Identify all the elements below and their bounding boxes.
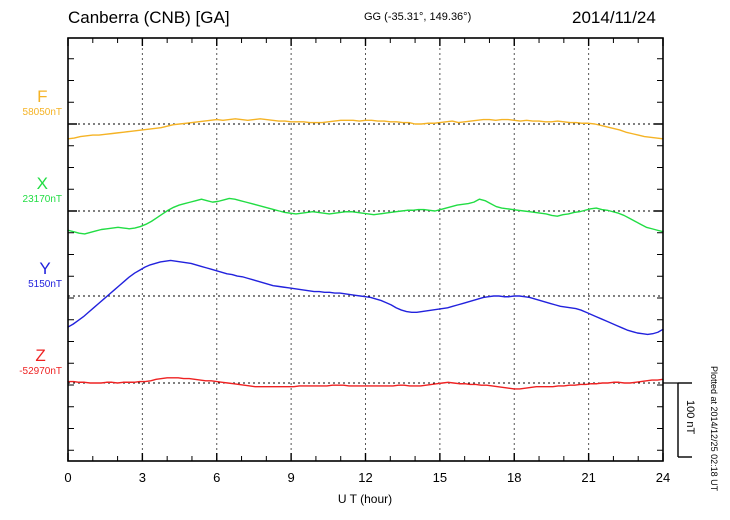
observation-date: 2014/11/24	[572, 8, 656, 27]
x-tick-label: 21	[581, 470, 596, 485]
x-tick-label: 0	[64, 470, 72, 485]
trace-y	[67, 259, 664, 336]
x-tick-label: 24	[655, 470, 671, 485]
x-tick-label: 9	[287, 470, 295, 485]
component-letter-z: Z	[35, 346, 46, 365]
scale-bar	[663, 382, 692, 458]
axis-label-z: Z -52970nT	[19, 347, 62, 378]
x-tick-label: 12	[358, 470, 373, 485]
x-tick-label: 3	[138, 470, 146, 485]
component-baseline-f: 58050nT	[22, 107, 62, 118]
component-letter-f: F	[37, 87, 48, 106]
trace-z	[67, 377, 664, 390]
component-baseline-x: 23170nT	[22, 194, 62, 205]
axis-label-x: X 23170nT	[23, 175, 62, 206]
x-axis-title: U T (hour)	[337, 492, 393, 506]
component-baseline-z: -52970nT	[19, 366, 62, 377]
scale-bar-label: 100 nT	[684, 400, 696, 435]
station-title: Canberra (CNB) [GA]	[68, 8, 230, 27]
geographic-coordinates: GG (-35.31°, 149.36°)	[364, 11, 472, 23]
trace-f	[67, 118, 664, 140]
component-letter-x: X	[36, 174, 48, 193]
trace-x	[67, 197, 664, 235]
component-baseline-y: 5150nT	[28, 279, 62, 290]
plot-timestamp: Plotted at 2014/12/25 02:18 UT	[709, 366, 719, 492]
x-tick-label: 6	[213, 470, 221, 485]
x-tick-label: 15	[432, 470, 448, 485]
x-tick-label: 18	[507, 470, 522, 485]
axis-label-f: F 58050nT	[23, 88, 62, 119]
component-letter-y: Y	[39, 259, 51, 278]
axis-label-y: Y 5150nT	[28, 260, 62, 291]
